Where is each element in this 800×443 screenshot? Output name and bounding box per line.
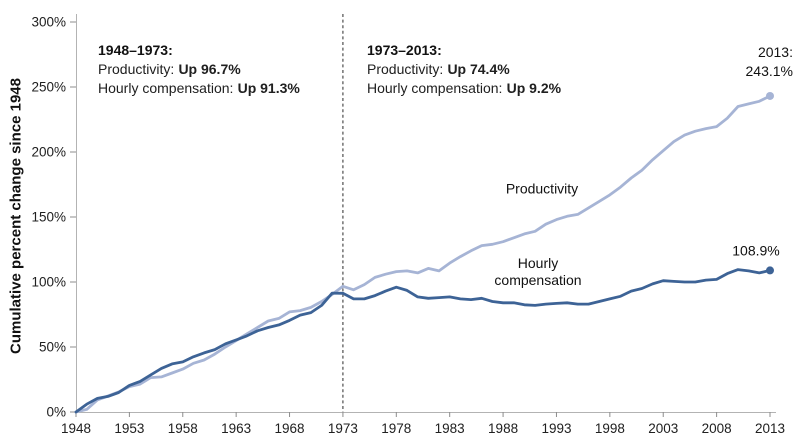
compensation-stat-label: Hourly compensation: <box>98 80 234 96</box>
x-tick-label: 1973 <box>328 421 358 436</box>
annotation-period-title: 1973–2013: <box>367 42 442 58</box>
x-tick-label: 1953 <box>114 421 144 436</box>
compensation-line-label-line2: compensation <box>494 272 582 288</box>
x-tick-label: 2003 <box>648 421 678 436</box>
y-axis-title: Cumulative percent change since 1948 <box>7 78 25 354</box>
annotation-period-title: 1948–1973: <box>98 42 173 58</box>
annotation-compensation-stat: Hourly compensation: Up 91.3% <box>98 79 300 98</box>
productivity-stat-label: Productivity: <box>367 61 444 77</box>
y-tick-label: 150% <box>31 210 66 225</box>
x-tick-label: 1983 <box>435 421 465 436</box>
x-tick-label: 2008 <box>702 421 732 436</box>
compensation-stat-label: Hourly compensation: <box>367 80 503 96</box>
compensation-line-label-line1: Hourly <box>517 255 559 271</box>
annotation-1948-1973: 1948–1973: Productivity: Up 96.7% Hourly … <box>98 41 300 98</box>
compensation-stat-value: Up 91.3% <box>237 80 300 96</box>
productivity-stat-label: Productivity: <box>98 61 175 77</box>
compensation-end-value-label: 108.9% <box>732 242 780 259</box>
productivity-stat-value: Up 96.7% <box>178 61 241 77</box>
productivity-line-label: Productivity <box>505 180 579 197</box>
compensation-line <box>74 268 772 414</box>
y-tick-label: 100% <box>31 275 66 290</box>
productivity-line <box>74 94 772 414</box>
annotation-productivity-stat: Productivity: Up 74.4% <box>367 60 561 79</box>
y-tick-label: 250% <box>31 80 66 95</box>
y-tick-label: 200% <box>31 145 66 160</box>
x-tick-label: 1948 <box>61 421 91 436</box>
y-tick-label: 0% <box>46 405 66 420</box>
productivity-end-value-label: 2013: 243.1% <box>746 43 793 81</box>
compensation-line-label: Hourly compensation <box>494 255 581 289</box>
x-tick-label: 1963 <box>221 421 251 436</box>
y-tick-label: 50% <box>39 340 66 355</box>
x-tick-label: 1968 <box>275 421 305 436</box>
x-tick-label: 1978 <box>381 421 411 436</box>
x-tick-label: 1998 <box>595 421 625 436</box>
productivity-end-value-line2: 243.1% <box>745 63 793 79</box>
annotation-1973-2013: 1973–2013: Productivity: Up 74.4% Hourly … <box>367 41 561 98</box>
x-tick-label: 1988 <box>488 421 518 436</box>
x-tick-label: 2013 <box>755 421 785 436</box>
x-tick-label: 1993 <box>541 421 571 436</box>
x-tick-label: 1958 <box>168 421 198 436</box>
productivity-end-dot <box>766 91 774 100</box>
annotation-compensation-stat: Hourly compensation: Up 9.2% <box>367 79 561 98</box>
y-tick-label: 300% <box>31 15 66 30</box>
productivity-end-value-line1: 2013: <box>757 44 793 60</box>
productivity-stat-value: Up 74.4% <box>447 61 510 77</box>
compensation-stat-value: Up 9.2% <box>506 80 562 96</box>
compensation-end-dot <box>766 266 774 275</box>
annotation-productivity-stat: Productivity: Up 96.7% <box>98 60 300 79</box>
